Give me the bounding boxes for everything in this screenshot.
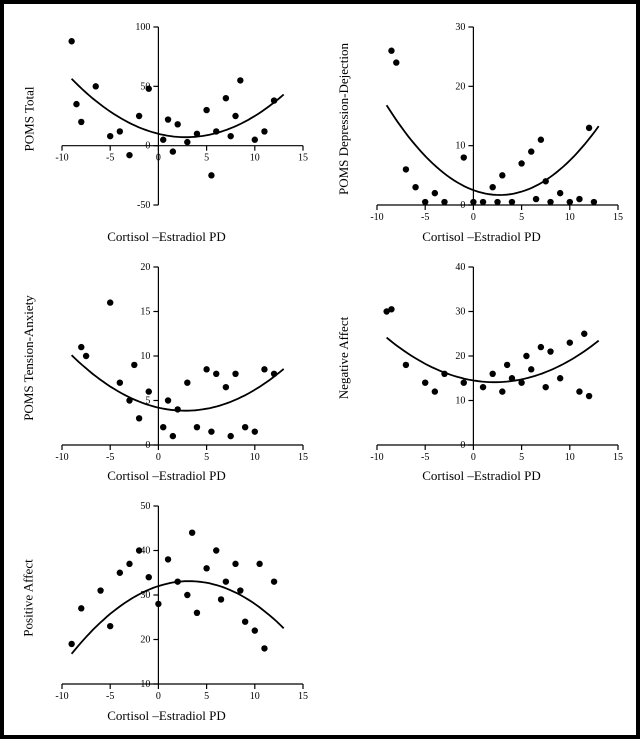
svg-text:-10: -10 bbox=[370, 212, 383, 223]
panel-grid: -10-5051015-50050100Cortisol –Estradiol … bbox=[24, 19, 624, 728]
y-axis-label: POMS Tension-Anxiety bbox=[20, 259, 38, 459]
svg-text:10: 10 bbox=[140, 351, 150, 362]
svg-text:5: 5 bbox=[204, 452, 209, 463]
svg-text:0: 0 bbox=[145, 440, 150, 451]
svg-text:0: 0 bbox=[460, 200, 465, 211]
svg-text:5: 5 bbox=[204, 691, 209, 702]
svg-text:15: 15 bbox=[613, 452, 623, 463]
svg-text:15: 15 bbox=[298, 153, 308, 164]
chart-svg: -10 -5 0 5 10 15 0 10 20 30 40 bbox=[339, 259, 624, 479]
svg-text:10: 10 bbox=[250, 153, 260, 164]
svg-text:-10: -10 bbox=[55, 691, 68, 702]
svg-text:10: 10 bbox=[140, 679, 150, 690]
svg-text:20: 20 bbox=[455, 81, 465, 92]
y-axis-label: Positive Affect bbox=[20, 498, 38, 698]
svg-text:-5: -5 bbox=[106, 153, 114, 164]
svg-text:30: 30 bbox=[455, 22, 465, 33]
chart-svg: -10-5051015-50050100 bbox=[24, 19, 309, 239]
svg-text:15: 15 bbox=[298, 691, 308, 702]
svg-text:10: 10 bbox=[565, 212, 575, 223]
svg-text:20: 20 bbox=[140, 262, 150, 273]
panel-negative_affect: -10 -5 0 5 10 15 0 10 20 30 40 Cortisol –Estradiol … bbox=[339, 259, 624, 489]
svg-text:10: 10 bbox=[565, 452, 575, 463]
svg-text:-10: -10 bbox=[55, 153, 68, 164]
svg-text:-10: -10 bbox=[55, 452, 68, 463]
svg-text:5: 5 bbox=[519, 212, 524, 223]
svg-text:5: 5 bbox=[519, 452, 524, 463]
svg-text:-5: -5 bbox=[421, 212, 429, 223]
svg-text:15: 15 bbox=[140, 306, 150, 317]
svg-text:-50: -50 bbox=[137, 200, 150, 211]
svg-text:10: 10 bbox=[250, 452, 260, 463]
svg-text:50: 50 bbox=[140, 501, 150, 512]
svg-text:20: 20 bbox=[455, 351, 465, 362]
svg-text:0: 0 bbox=[156, 452, 161, 463]
chart-svg: -10-505101505101520 bbox=[24, 259, 309, 479]
svg-text:-5: -5 bbox=[421, 452, 429, 463]
svg-text:0: 0 bbox=[471, 212, 476, 223]
x-axis-label: Cortisol –Estradiol PD bbox=[24, 708, 309, 724]
svg-text:5: 5 bbox=[204, 153, 209, 164]
panel-poms_depression: -10 -5 0 5 10 15 0 10 20 30 Cortisol –Estradiol PD… bbox=[339, 19, 624, 249]
svg-text:0: 0 bbox=[471, 452, 476, 463]
svg-text:-5: -5 bbox=[106, 691, 114, 702]
y-axis-label: POMS Depression-Dejection bbox=[335, 19, 353, 219]
svg-text:0: 0 bbox=[145, 141, 150, 152]
y-axis-label: Negative Affect bbox=[335, 259, 353, 459]
x-axis-label: Cortisol –Estradiol PD bbox=[24, 468, 309, 484]
svg-text:100: 100 bbox=[135, 22, 150, 33]
svg-text:40: 40 bbox=[455, 262, 465, 273]
panel-poms_total: -10-5051015-50050100Cortisol –Estradiol … bbox=[24, 19, 309, 249]
svg-text:30: 30 bbox=[455, 306, 465, 317]
x-axis-label: Cortisol –Estradiol PD bbox=[339, 229, 624, 245]
y-axis-label: POMS Total bbox=[20, 19, 38, 219]
svg-text:0: 0 bbox=[156, 691, 161, 702]
svg-text:10: 10 bbox=[455, 141, 465, 152]
panel-positive_affect: -10-50510151020304050Cortisol –Estradiol… bbox=[24, 498, 309, 728]
svg-text:0: 0 bbox=[460, 440, 465, 451]
figure-frame: -10-5051015-50050100Cortisol –Estradiol … bbox=[0, 0, 640, 739]
svg-text:10: 10 bbox=[455, 395, 465, 406]
x-axis-label: Cortisol –Estradiol PD bbox=[339, 468, 624, 484]
svg-text:10: 10 bbox=[250, 691, 260, 702]
chart-svg: -10-50510151020304050 bbox=[24, 498, 309, 718]
svg-text:20: 20 bbox=[140, 635, 150, 646]
panel-poms_tension: -10-505101505101520Cortisol –Estradiol P… bbox=[24, 259, 309, 489]
x-axis-label: Cortisol –Estradiol PD bbox=[24, 229, 309, 245]
svg-text:-10: -10 bbox=[370, 452, 383, 463]
svg-text:15: 15 bbox=[298, 452, 308, 463]
svg-text:15: 15 bbox=[613, 212, 623, 223]
svg-text:0: 0 bbox=[156, 153, 161, 164]
chart-svg: -10 -5 0 5 10 15 0 10 20 30 bbox=[339, 19, 624, 239]
svg-text:-5: -5 bbox=[106, 452, 114, 463]
